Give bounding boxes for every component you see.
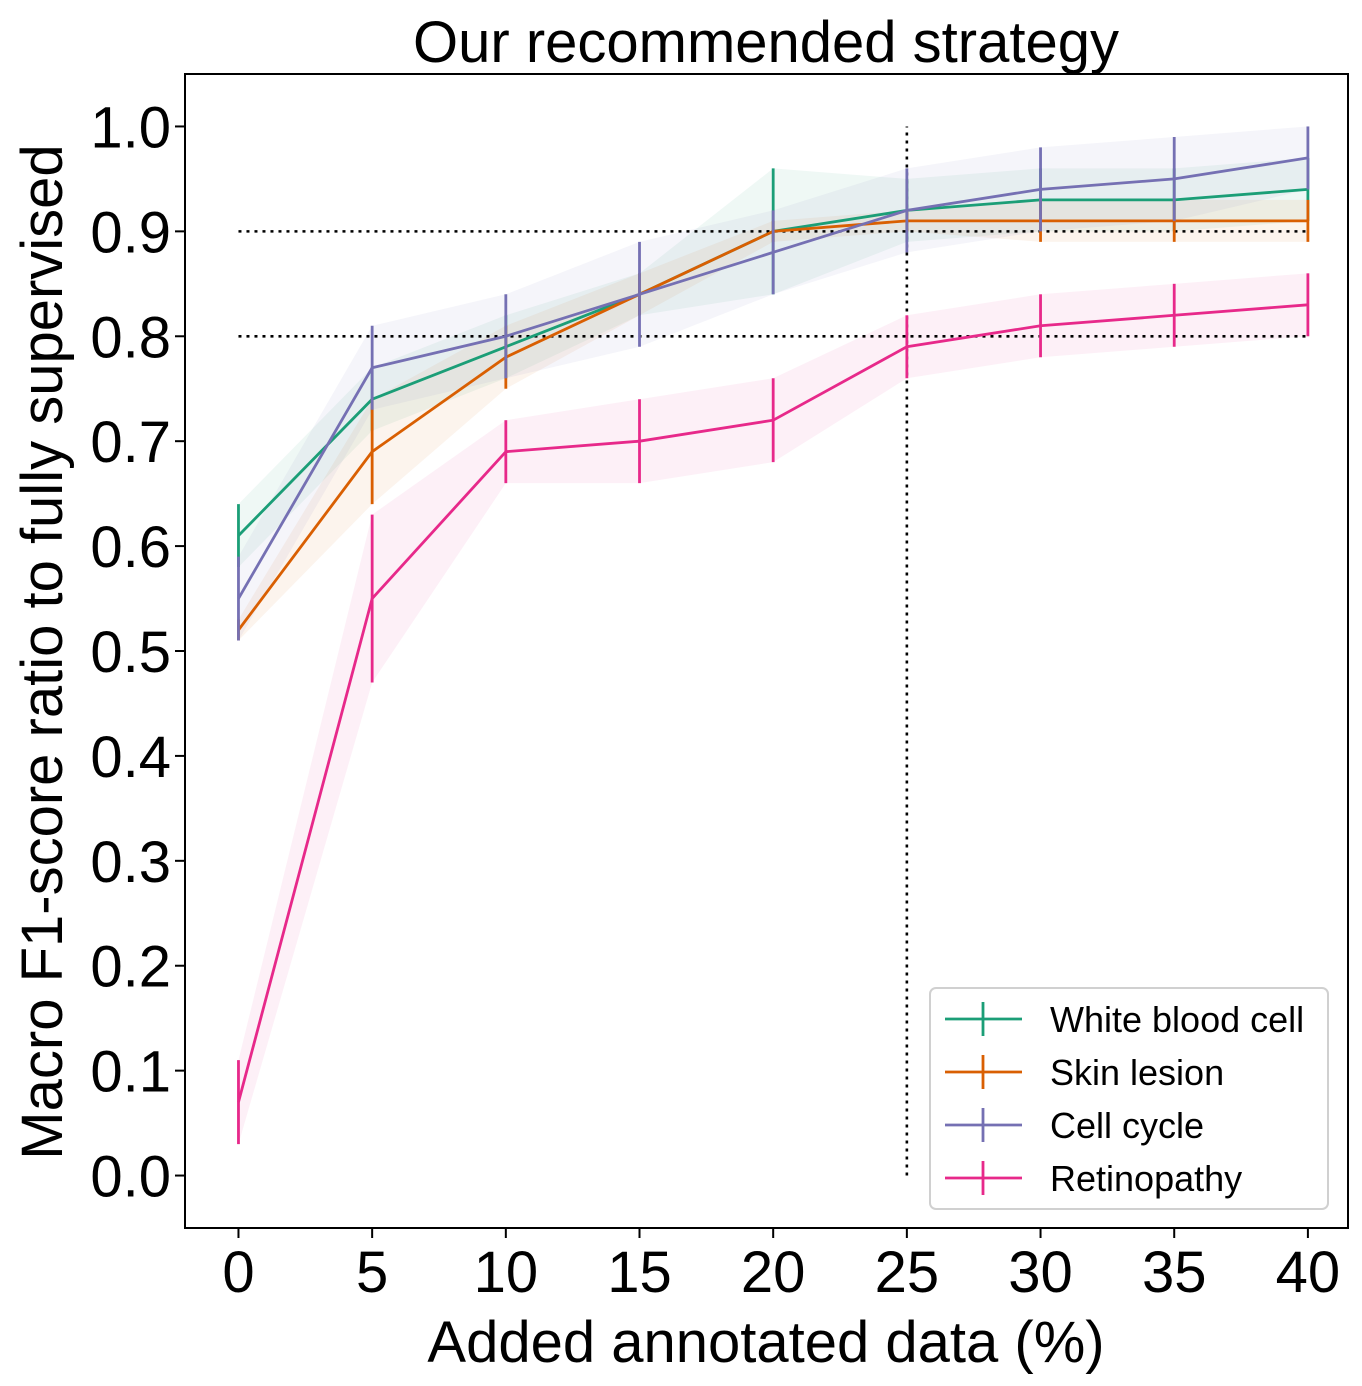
legend-label: Cell cycle: [1050, 1105, 1204, 1146]
x-tick-label: 0: [222, 1240, 254, 1305]
y-tick-label: 0.9: [90, 200, 171, 265]
legend-label: Skin lesion: [1050, 1052, 1224, 1093]
y-tick-label: 0.0: [90, 1145, 171, 1210]
x-tick-label: 20: [741, 1240, 806, 1305]
y-tick-label: 0.2: [90, 935, 171, 1000]
y-tick-label: 0.5: [90, 620, 171, 685]
y-tick-label: 0.7: [90, 410, 171, 475]
band-series-1: [238, 199, 1308, 641]
chart-title: Our recommended strategy: [413, 10, 1119, 75]
y-tick-label: 0.6: [90, 515, 171, 580]
x-tick-label: 35: [1142, 1240, 1207, 1305]
legend-label: White blood cell: [1050, 999, 1304, 1040]
legend: White blood cell Skin lesion Cell cycle Ret…: [929, 987, 1329, 1210]
plot-area: 0 5 10 15 20 25 30 35 40 0.0 0.1 0.2 0.3 0.4 0.5 0.6 0.7…: [90, 73, 1349, 1305]
x-tick-label: 40: [1276, 1240, 1341, 1305]
x-tick-label: 10: [474, 1240, 539, 1305]
x-axis-label: Added annotated data (%): [427, 1310, 1104, 1375]
x-tick-label: 5: [356, 1240, 388, 1305]
y-tick-label: 1.0: [90, 95, 171, 160]
x-tick-label: 30: [1008, 1240, 1073, 1305]
y-axis-label: Macro F1-score ratio to fully supervised: [10, 144, 75, 1159]
x-tick-label: 15: [607, 1240, 672, 1305]
legend-label: Retinopathy: [1050, 1158, 1242, 1199]
y-tick-label: 0.8: [90, 305, 171, 370]
y-tick-label: 0.4: [90, 725, 171, 790]
y-tick-label: 0.3: [90, 830, 171, 895]
legend-box: [929, 987, 1329, 1210]
y-tick-label: 0.1: [90, 1040, 171, 1105]
x-tick-label: 25: [875, 1240, 940, 1305]
